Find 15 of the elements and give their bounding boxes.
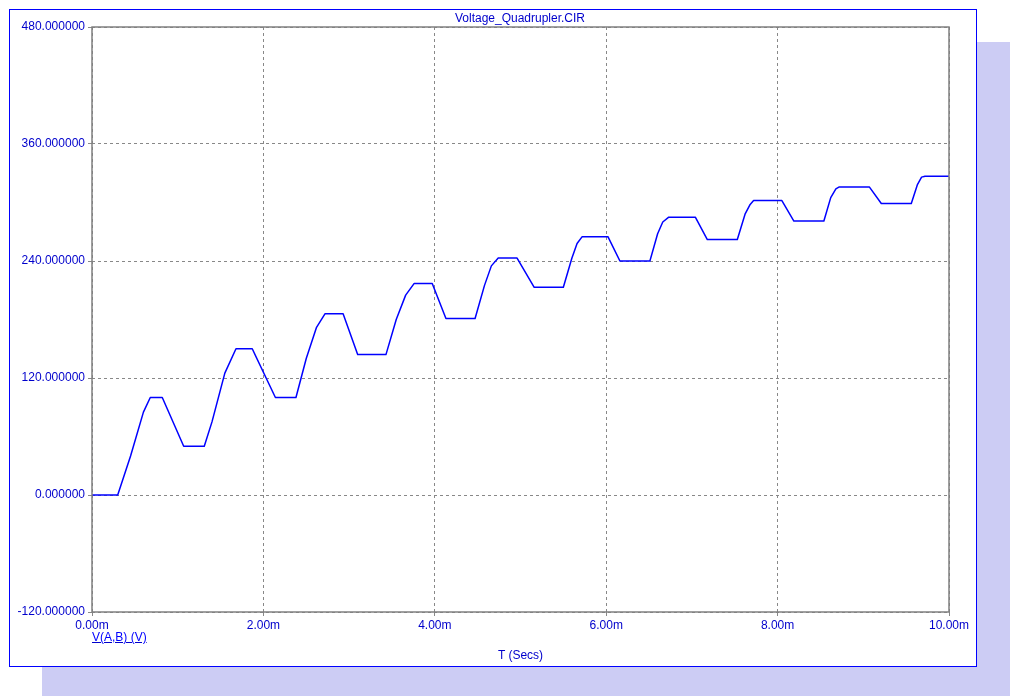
y-tick-label: 120.000000 xyxy=(21,370,86,385)
x-tick-label: 6.00m xyxy=(589,617,623,632)
y-tick-label: 360.000000 xyxy=(21,136,86,151)
y-tick-label: 0.000000 xyxy=(34,487,86,502)
x-tick-label: 0.00m xyxy=(75,617,109,632)
y-tick-label: 480.000000 xyxy=(21,19,86,34)
y-tick-label: 240.000000 xyxy=(21,253,86,268)
x-tick-label: 4.00m xyxy=(418,617,452,632)
x-tick-label: 8.00m xyxy=(760,617,795,632)
y-tick-label: -120.000000 xyxy=(17,604,86,619)
x-axis-title: T (Secs) xyxy=(496,648,545,662)
text: V(A,B) (V) xyxy=(92,630,147,644)
x-tick-label: 10.00m xyxy=(928,617,970,632)
chart-title: Voltage_Quadrupler.CIR xyxy=(454,11,586,25)
x-tick-label: 2.00m xyxy=(246,617,281,632)
